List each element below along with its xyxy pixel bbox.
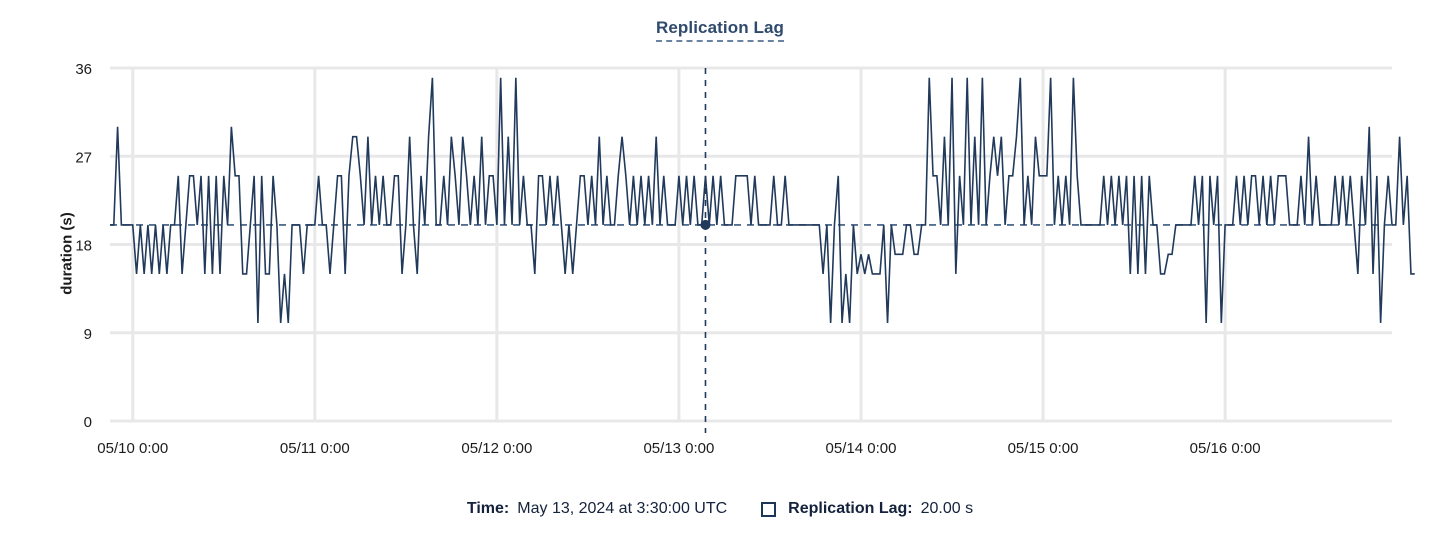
svg-text:18: 18 (75, 238, 92, 255)
svg-text:05/11 0:00: 05/11 0:00 (280, 440, 350, 457)
svg-text:05/10 0:00: 05/10 0:00 (97, 440, 168, 457)
legend-swatch-icon (761, 501, 777, 517)
y-axis-ticks: 0 9 18 27 36 (75, 61, 92, 431)
svg-text:05/16 0:00: 05/16 0:00 (1190, 440, 1261, 457)
hover-point-marker (700, 219, 711, 230)
chart-footer: Time: May 13, 2024 at 3:30:00 UTC Replic… (0, 500, 1440, 518)
footer-time: Time: May 13, 2024 at 3:30:00 UTC (467, 500, 727, 518)
chart-title-text: Replication Lag (655, 18, 785, 42)
svg-text:05/14 0:00: 05/14 0:00 (826, 440, 897, 457)
footer-series-label: Replication Lag: (788, 500, 913, 517)
svg-text:0: 0 (84, 414, 92, 431)
svg-text:05/15 0:00: 05/15 0:00 (1008, 440, 1079, 457)
svg-text:9: 9 (84, 326, 92, 343)
svg-text:05/13 0:00: 05/13 0:00 (643, 440, 714, 457)
footer-series[interactable]: Replication Lag: 20.00 s (761, 500, 973, 518)
footer-time-label: Time: (466, 500, 510, 517)
grid-lines (110, 66, 1392, 423)
chart-plot-area[interactable]: 0 9 18 27 36 05/10 0:00 05/11 0:00 05/12 0:00 0… (0, 0, 1440, 470)
y-axis-label: duration (s) (58, 212, 76, 295)
footer-time-value: May 13, 2024 at 3:30:00 UTC (517, 500, 728, 517)
x-axis-ticks: 05/10 0:00 05/11 0:00 05/12 0:00 05/13 0:00… (97, 440, 1260, 457)
series-replication-lag[interactable] (110, 77, 1415, 324)
svg-text:05/12 0:00: 05/12 0:00 (461, 440, 532, 457)
svg-text:36: 36 (75, 61, 92, 78)
svg-text:27: 27 (75, 149, 92, 166)
footer-series-value: 20.00 s (920, 500, 974, 517)
page-title[interactable]: Replication Lag (0, 18, 1440, 42)
